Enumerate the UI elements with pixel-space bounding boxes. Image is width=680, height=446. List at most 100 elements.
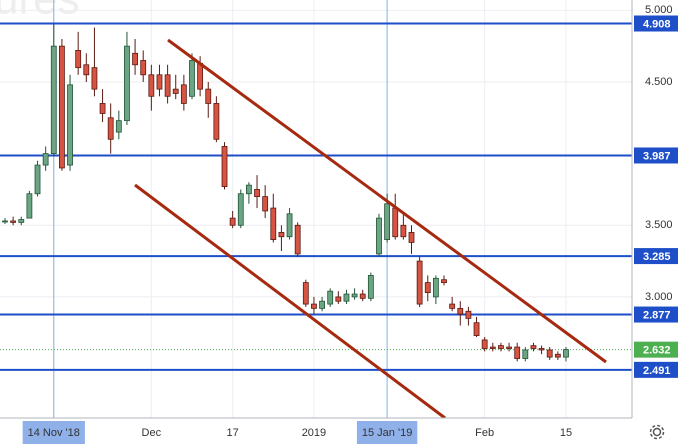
candle-body xyxy=(554,353,561,358)
level-label: 4.908 xyxy=(643,18,671,30)
level-label-box xyxy=(634,147,678,164)
x-tick-label: 14 Nov '18 xyxy=(28,427,80,439)
x-tick-label: 15 xyxy=(560,427,572,439)
candle-body xyxy=(10,220,17,223)
candle-body xyxy=(180,84,187,104)
candle-body xyxy=(172,88,179,94)
candle-body xyxy=(59,45,65,169)
candle-body xyxy=(50,45,57,155)
level-label-box xyxy=(634,306,678,323)
candle-body xyxy=(262,196,269,212)
candle-body xyxy=(83,64,90,76)
candle-body xyxy=(392,207,399,238)
level-label-box xyxy=(634,361,678,378)
candle-body xyxy=(2,220,8,223)
last-price-box xyxy=(634,341,678,358)
trend-line xyxy=(134,183,446,420)
candle-body xyxy=(107,117,114,140)
x-tick-label: 2019 xyxy=(302,427,326,439)
candle-body xyxy=(99,103,106,114)
candle-body xyxy=(18,219,25,223)
candle-body xyxy=(294,224,301,255)
candle-body xyxy=(408,232,415,243)
settings-icon[interactable] xyxy=(649,424,665,440)
candle-body xyxy=(213,103,220,140)
candle-body xyxy=(343,293,350,302)
candle-body xyxy=(156,74,163,90)
candle-body xyxy=(189,60,195,97)
candle-body xyxy=(563,349,569,358)
candle-body xyxy=(75,50,82,69)
candle-body xyxy=(237,193,244,226)
level-label: 3.987 xyxy=(643,150,671,162)
trend-line xyxy=(167,38,607,364)
candle-body xyxy=(327,290,334,305)
candle-body xyxy=(498,345,504,349)
level-label: 2.877 xyxy=(643,309,671,321)
x-tick-label: 17 xyxy=(227,427,239,439)
last-price-label: 2.632 xyxy=(643,345,671,357)
candle-body xyxy=(67,84,73,166)
candle-body xyxy=(441,279,447,283)
candle-body xyxy=(400,224,407,238)
candle-body xyxy=(148,74,155,97)
candle-body xyxy=(538,348,545,351)
candle-body xyxy=(319,300,325,309)
candle-body xyxy=(26,193,33,219)
y-tick-label: 3.000 xyxy=(645,291,673,303)
candle-body xyxy=(359,293,366,299)
watermark: ures xyxy=(0,0,80,24)
y-tick-label: 5.000 xyxy=(645,4,673,16)
candle-body xyxy=(286,213,293,238)
candle-body xyxy=(530,345,537,349)
level-label: 3.285 xyxy=(643,251,671,263)
candle-body xyxy=(416,260,423,305)
candle-body xyxy=(270,207,277,240)
candle-body xyxy=(481,339,488,349)
candle-body xyxy=(384,203,391,240)
candle-body xyxy=(245,184,252,195)
candle-body xyxy=(197,62,204,90)
time-axis xyxy=(0,418,680,446)
candle-body xyxy=(489,346,496,349)
x-tick-highlight xyxy=(22,421,85,444)
candle-body xyxy=(302,282,309,305)
level-label: 2.491 xyxy=(643,365,671,377)
candle-body xyxy=(221,146,228,187)
y-tick-label: 3.500 xyxy=(645,219,673,231)
candle-body xyxy=(465,310,472,319)
candle-body xyxy=(335,296,342,302)
candle-body xyxy=(311,303,317,309)
candle-body xyxy=(205,88,212,104)
candle-body xyxy=(229,217,236,226)
candle-body xyxy=(432,277,439,298)
candle-body xyxy=(124,45,130,122)
candle-body xyxy=(473,322,480,337)
candle-body xyxy=(140,60,147,76)
candle-body xyxy=(457,307,464,315)
level-label-box xyxy=(634,248,678,265)
x-tick-highlight xyxy=(356,421,418,444)
candle-body xyxy=(115,120,122,133)
candle-body xyxy=(514,346,521,359)
x-tick-label: 15 Jan '19 xyxy=(362,427,412,439)
candle-body xyxy=(522,349,529,359)
candle-body xyxy=(367,275,374,299)
candle-body xyxy=(254,189,260,198)
candle-body xyxy=(34,164,41,195)
x-tick-label: Feb xyxy=(475,427,494,439)
candle-body xyxy=(449,303,456,309)
trend-lines xyxy=(134,38,607,420)
candle-body xyxy=(376,217,382,255)
candle-body xyxy=(91,67,98,90)
x-tick-label: Dec xyxy=(142,427,162,439)
candle-body xyxy=(278,232,285,238)
level-label-box xyxy=(634,15,678,32)
y-tick-label: 4.500 xyxy=(645,76,673,88)
candle-body xyxy=(164,74,171,97)
candle-body xyxy=(506,346,512,349)
candle-body xyxy=(546,349,553,358)
candle-body xyxy=(132,52,138,66)
candle-body xyxy=(42,153,49,166)
